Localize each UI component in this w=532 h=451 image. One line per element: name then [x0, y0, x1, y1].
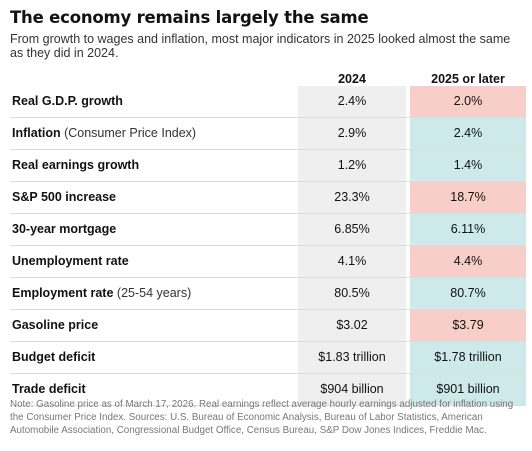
row-label-text: S&P 500 increase: [12, 190, 117, 204]
cell-2025-or-later: 6.11%: [410, 214, 526, 245]
row-label: Employment rate (25-54 years): [12, 278, 191, 309]
table-row: Trade deficit $904 billion $901 billion: [10, 374, 526, 406]
row-label: 30-year mortgage: [12, 214, 116, 245]
cell-2025-or-later: $901 billion: [410, 374, 526, 405]
footnote: Note: Gasoline price as of March 17, 202…: [10, 399, 514, 436]
table-row: Budget deficit $1.83 trillion $1.78 trilli…: [10, 342, 526, 374]
row-label: Real G.D.P. growth: [12, 86, 123, 117]
table-row: Inflation (Consumer Price Index) 2.9% 2.4%: [10, 118, 526, 150]
cell-2024: 1.2%: [298, 150, 406, 181]
cell-2024: $904 billion: [298, 374, 406, 405]
cell-2024: 4.1%: [298, 246, 406, 277]
cell-2024: $1.83 trillion: [298, 342, 406, 373]
cell-2024: $3.02: [298, 310, 406, 341]
row-label-text: Unemployment rate: [12, 254, 129, 268]
table-row: Employment rate (25-54 years) 80.5% 80.7%: [10, 278, 526, 310]
row-label-text: Real earnings growth: [12, 158, 140, 172]
chart-title: The economy remains largely the same: [10, 8, 369, 27]
row-label: Trade deficit: [12, 374, 86, 405]
cell-2025-or-later: $1.78 trillion: [410, 342, 526, 373]
row-label: Unemployment rate: [12, 246, 129, 277]
table-header: 2024 2025 or later: [10, 72, 526, 88]
row-label-text: Gasoline price: [12, 318, 99, 332]
chart-container: The economy remains largely the same Fro…: [10, 8, 526, 436]
column-header-2025-or-later: 2025 or later: [431, 72, 505, 86]
row-label: Inflation (Consumer Price Index): [12, 118, 196, 149]
cell-2025-or-later: 2.4%: [410, 118, 526, 149]
cell-2024: 2.9%: [298, 118, 406, 149]
row-label-text: Budget deficit: [12, 350, 96, 364]
row-label-text: Employment rate: [12, 286, 114, 300]
cell-2025-or-later: 1.4%: [410, 150, 526, 181]
cell-2025-or-later: 4.4%: [410, 246, 526, 277]
cell-2025-or-later: 2.0%: [410, 86, 526, 117]
row-label-note: (Consumer Price Index): [64, 126, 197, 140]
table-row: Unemployment rate 4.1% 4.4%: [10, 246, 526, 278]
cell-2024: 80.5%: [298, 278, 406, 309]
cell-2025-or-later: 18.7%: [410, 182, 526, 213]
row-label-note: (25-54 years): [116, 286, 192, 300]
table-row: Gasoline price $3.02 $3.79: [10, 310, 526, 342]
table-body: Real G.D.P. growth 2.4% 2.0% Inflation (Con…: [10, 86, 526, 406]
row-label: Gasoline price: [12, 310, 98, 341]
table-row: 30-year mortgage 6.85% 6.11%: [10, 214, 526, 246]
row-label-text: Real G.D.P. growth: [12, 94, 123, 108]
cell-2025-or-later: $3.79: [410, 310, 526, 341]
cell-2024: 23.3%: [298, 182, 406, 213]
table-row: Real earnings growth 1.2% 1.4%: [10, 150, 526, 182]
table-row: S&P 500 increase 23.3% 18.7%: [10, 182, 526, 214]
cell-2024: 6.85%: [298, 214, 406, 245]
row-label-text: 30-year mortgage: [12, 222, 117, 236]
row-label: Budget deficit: [12, 342, 95, 373]
row-label: Real earnings growth: [12, 150, 139, 181]
row-label: S&P 500 increase: [12, 182, 116, 213]
chart-subtitle: From growth to wages and inflation, most…: [10, 32, 511, 60]
row-label-text: Inflation: [12, 126, 61, 140]
column-header-2024: 2024: [338, 72, 366, 86]
row-label-text: Trade deficit: [12, 382, 86, 396]
cell-2024: 2.4%: [298, 86, 406, 117]
cell-2025-or-later: 80.7%: [410, 278, 526, 309]
table-row: Real G.D.P. growth 2.4% 2.0%: [10, 86, 526, 118]
